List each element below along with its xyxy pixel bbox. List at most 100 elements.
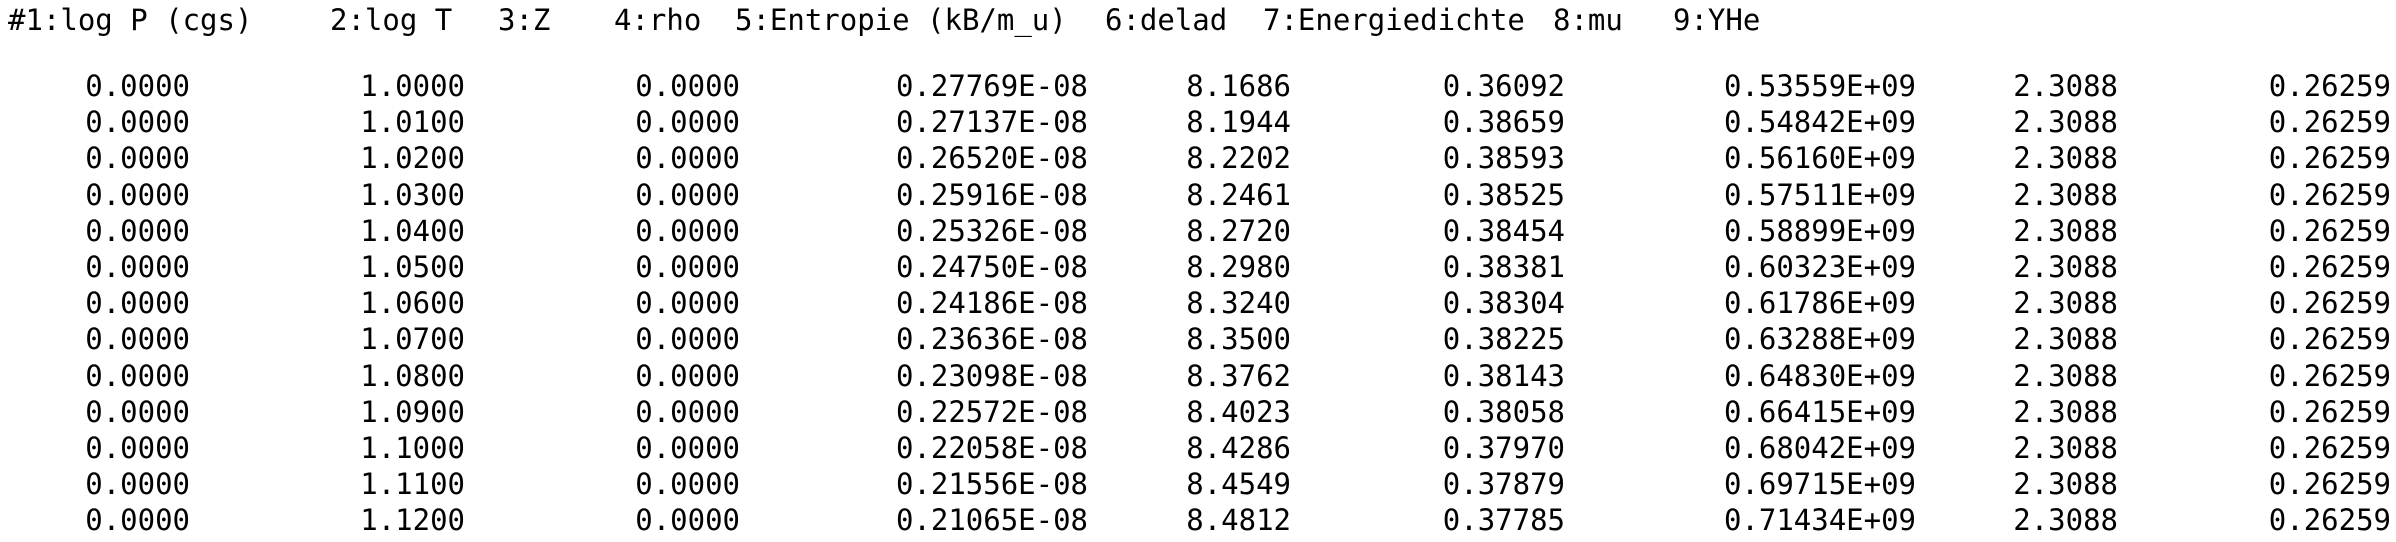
table-row: 0.0000 1.0300 0.0000 0.25916E-08 8.2461 0.385…: [0, 177, 2396, 213]
cell-yhe: 0.26259: [2268, 503, 2391, 538]
cell-mu: 2.3088: [2013, 141, 2118, 176]
cell-rho: 0.23636E-08: [895, 322, 1088, 357]
header-log-p: #1:log P (cgs): [8, 3, 253, 37]
cell-entropie: 8.2202: [1186, 141, 1291, 176]
header-mu: 8:mu: [1553, 3, 1623, 37]
cell-log-p: 0.0000: [85, 467, 190, 502]
cell-energiedichte: 0.66415E+09: [1723, 394, 1916, 429]
cell-rho: 0.25916E-08: [895, 177, 1088, 212]
cell-delad: 0.38058: [1442, 394, 1565, 429]
cell-delad: 0.36092: [1442, 69, 1565, 103]
table-row: 0.0000 1.0400 0.0000 0.25326E-08 8.2720 0.384…: [0, 213, 2396, 249]
cell-log-t: 1.0200: [360, 141, 465, 176]
cell-log-t: 1.0300: [360, 177, 465, 212]
cell-log-p: 0.0000: [85, 105, 190, 140]
cell-rho: 0.22058E-08: [895, 430, 1088, 465]
cell-z: 0.0000: [635, 105, 740, 140]
cell-log-p: 0.0000: [85, 394, 190, 429]
cell-energiedichte: 0.63288E+09: [1723, 322, 1916, 357]
cell-energiedichte: 0.58899E+09: [1723, 213, 1916, 248]
cell-rho: 0.27137E-08: [895, 105, 1088, 140]
header-rho: 4:rho: [614, 3, 702, 37]
cell-log-t: 1.0500: [360, 249, 465, 284]
cell-entropie: 8.2720: [1186, 213, 1291, 248]
cell-log-t: 1.0900: [360, 394, 465, 429]
cell-z: 0.0000: [635, 213, 740, 248]
cell-log-p: 0.0000: [85, 69, 190, 103]
cell-z: 0.0000: [635, 467, 740, 502]
cell-z: 0.0000: [635, 394, 740, 429]
table-row: 0.0000 1.0100 0.0000 0.27137E-08 8.1944 0.386…: [0, 104, 2396, 140]
cell-z: 0.0000: [635, 358, 740, 393]
cell-log-p: 0.0000: [85, 430, 190, 465]
cell-yhe: 0.26259: [2268, 322, 2391, 357]
table-row: 0.0000 1.0900 0.0000 0.22572E-08 8.4023 0.380…: [0, 394, 2396, 430]
cell-z: 0.0000: [635, 430, 740, 465]
cell-delad: 0.38304: [1442, 286, 1565, 321]
cell-yhe: 0.26259: [2268, 177, 2391, 212]
cell-delad: 0.38454: [1442, 213, 1565, 248]
cell-log-t: 1.0400: [360, 213, 465, 248]
cell-z: 0.0000: [635, 322, 740, 357]
cell-energiedichte: 0.61786E+09: [1723, 286, 1916, 321]
cell-z: 0.0000: [635, 141, 740, 176]
cell-z: 0.0000: [635, 286, 740, 321]
cell-yhe: 0.26259: [2268, 358, 2391, 393]
cell-entropie: 8.4812: [1186, 503, 1291, 538]
cell-log-t: 1.0000: [360, 69, 465, 103]
cell-mu: 2.3088: [2013, 430, 2118, 465]
cell-mu: 2.3088: [2013, 286, 2118, 321]
cell-rho: 0.24750E-08: [895, 249, 1088, 284]
header-entropie: 5:Entropie (kB/m_u): [735, 3, 1067, 37]
cell-delad: 0.38659: [1442, 105, 1565, 140]
table-row: 0.0000 1.1000 0.0000 0.22058E-08 8.4286 0.379…: [0, 430, 2396, 466]
cell-log-t: 1.0100: [360, 105, 465, 140]
cell-log-t: 1.0600: [360, 286, 465, 321]
cell-entropie: 8.3240: [1186, 286, 1291, 321]
cell-energiedichte: 0.64830E+09: [1723, 358, 1916, 393]
cell-entropie: 8.2980: [1186, 249, 1291, 284]
cell-mu: 2.3088: [2013, 467, 2118, 502]
cell-entropie: 8.4023: [1186, 394, 1291, 429]
cell-entropie: 8.1944: [1186, 105, 1291, 140]
cell-energiedichte: 0.71434E+09: [1723, 503, 1916, 538]
cell-delad: 0.37879: [1442, 467, 1565, 502]
cell-log-p: 0.0000: [85, 503, 190, 538]
table-row: 0.0000 1.0700 0.0000 0.23636E-08 8.3500 0.382…: [0, 321, 2396, 357]
cell-mu: 2.3088: [2013, 177, 2118, 212]
data-table: 0.0000 1.0000 0.0000 0.27769E-08 8.1686 0.360…: [0, 68, 2396, 538]
table-row: 0.0000 1.1100 0.0000 0.21556E-08 8.4549 0.378…: [0, 466, 2396, 502]
cell-mu: 2.3088: [2013, 105, 2118, 140]
cell-delad: 0.38381: [1442, 249, 1565, 284]
cell-yhe: 0.26259: [2268, 394, 2391, 429]
cell-energiedichte: 0.60323E+09: [1723, 249, 1916, 284]
header-z: 3:Z: [498, 3, 551, 37]
cell-mu: 2.3088: [2013, 213, 2118, 248]
cell-log-p: 0.0000: [85, 358, 190, 393]
cell-energiedichte: 0.68042E+09: [1723, 430, 1916, 465]
header-log-t: 2:log T: [330, 3, 453, 37]
cell-energiedichte: 0.53559E+09: [1723, 69, 1916, 103]
cell-entropie: 8.3500: [1186, 322, 1291, 357]
table-row: 0.0000 1.0000 0.0000 0.27769E-08 8.1686 0.360…: [0, 68, 2396, 104]
cell-mu: 2.3088: [2013, 394, 2118, 429]
table-row: 0.0000 1.1200 0.0000 0.21065E-08 8.4812 0.377…: [0, 502, 2396, 538]
cell-log-p: 0.0000: [85, 322, 190, 357]
cell-mu: 2.3088: [2013, 249, 2118, 284]
cell-mu: 2.3088: [2013, 503, 2118, 538]
cell-energiedichte: 0.69715E+09: [1723, 467, 1916, 502]
cell-log-t: 1.1000: [360, 430, 465, 465]
cell-log-t: 1.1200: [360, 503, 465, 538]
cell-yhe: 0.26259: [2268, 213, 2391, 248]
column-header-line: #1:log P (cgs) 2:log T 3:Z 4:rho 5:Entro…: [8, 0, 1760, 40]
header-energiedichte: 7:Energiedichte: [1263, 3, 1525, 37]
cell-yhe: 0.26259: [2268, 105, 2391, 140]
cell-yhe: 0.26259: [2268, 69, 2391, 103]
cell-entropie: 8.2461: [1186, 177, 1291, 212]
cell-rho: 0.25326E-08: [895, 213, 1088, 248]
cell-yhe: 0.26259: [2268, 467, 2391, 502]
cell-entropie: 8.4549: [1186, 467, 1291, 502]
cell-log-t: 1.0800: [360, 358, 465, 393]
cell-log-t: 1.0700: [360, 322, 465, 357]
cell-energiedichte: 0.54842E+09: [1723, 105, 1916, 140]
